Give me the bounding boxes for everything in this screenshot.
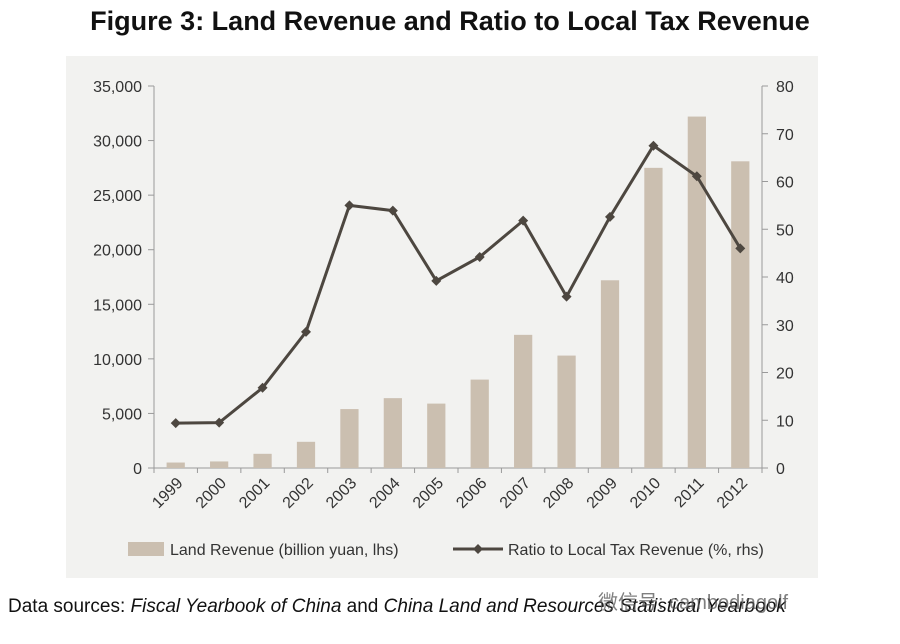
x-tick-label: 2000 (193, 475, 230, 512)
x-tick-label: 2005 (410, 475, 447, 512)
ratio-point (257, 382, 268, 393)
legend-bar-swatch (128, 542, 164, 556)
left-y-tick-label: 15,000 (93, 297, 142, 314)
ratio-point (691, 171, 702, 182)
x-tick-label: 2006 (453, 475, 490, 512)
right-y-tick-label: 50 (776, 222, 794, 239)
right-y-tick-label: 30 (776, 318, 794, 335)
bar (253, 453, 272, 468)
bar (340, 409, 359, 468)
bar (731, 161, 750, 468)
bar (427, 403, 446, 468)
ratio-point (431, 275, 442, 286)
bar (557, 355, 576, 468)
left-y-tick-label: 35,000 (93, 79, 142, 96)
ratio-point (301, 326, 311, 337)
ratio-point (170, 418, 181, 429)
legend-bar-label: Land Revenue (billion yuan, lhs) (170, 542, 399, 559)
ratio-point (474, 251, 485, 262)
right-y-tick-label: 80 (776, 79, 794, 96)
right-y-tick-label: 70 (776, 127, 794, 144)
left-y-tick-label: 10,000 (93, 352, 142, 369)
bar (687, 116, 706, 468)
left-y-tick-label: 5,000 (102, 406, 142, 423)
ratio-line (175, 143, 742, 425)
watermark: 微信号: cambodiagolf (598, 592, 789, 614)
right-y-tick-label: 60 (776, 175, 794, 192)
source-book-2: China Land and Resources Statistical Yea… (383, 596, 786, 617)
bar (210, 461, 229, 468)
x-tick-label: 2010 (627, 475, 664, 512)
left-y-tick-label: 30,000 (93, 134, 142, 151)
x-tick-label: 2009 (584, 475, 621, 512)
ratio-point (518, 215, 529, 226)
right-y-tick-label: 0 (776, 461, 785, 478)
chart-title: Figure 3: Land Revenue and Ratio to Loca… (90, 6, 810, 36)
x-tick-label: 2001 (236, 475, 273, 512)
bar (296, 441, 316, 468)
x-tick-label: 2011 (671, 475, 707, 511)
right-y-tick-label: 10 (776, 413, 794, 430)
ratio-point (561, 291, 572, 302)
bar (600, 280, 620, 468)
legend-line-marker (473, 544, 483, 554)
x-tick-label: 2007 (497, 475, 534, 512)
left-y-tick-label: 25,000 (93, 188, 142, 205)
right-y-tick-label: 20 (776, 366, 794, 383)
legend-line-label: Ratio to Local Tax Revenue (%, rhs) (508, 542, 764, 559)
x-tick-label: 2003 (323, 475, 360, 512)
source-book-1: Fiscal Yearbook of China (130, 596, 342, 617)
bar (514, 334, 533, 468)
x-tick-label: 2002 (280, 475, 317, 512)
x-tick-label: 1999 (149, 475, 186, 512)
data-source-note: Data sources: Fiscal Yearbook of China a… (8, 596, 786, 618)
ratio-point (214, 417, 225, 428)
ratio-point (344, 200, 355, 211)
bar (166, 462, 185, 468)
source-and: and (341, 596, 384, 617)
left-y-tick-label: 20,000 (93, 243, 142, 260)
bar (644, 167, 663, 468)
ratio-point (387, 205, 398, 216)
x-tick-label: 2004 (366, 475, 403, 512)
right-y-tick-label: 40 (776, 270, 794, 287)
ratio-point (648, 140, 659, 151)
ratio-point (605, 211, 615, 222)
x-tick-label: 2012 (714, 475, 751, 512)
ratio-point (735, 243, 746, 254)
source-prefix: Data sources: (8, 596, 131, 617)
left-y-tick-label: 0 (133, 461, 142, 478)
bar (383, 398, 402, 468)
x-tick-label: 2008 (540, 475, 577, 512)
bar (470, 379, 489, 468)
